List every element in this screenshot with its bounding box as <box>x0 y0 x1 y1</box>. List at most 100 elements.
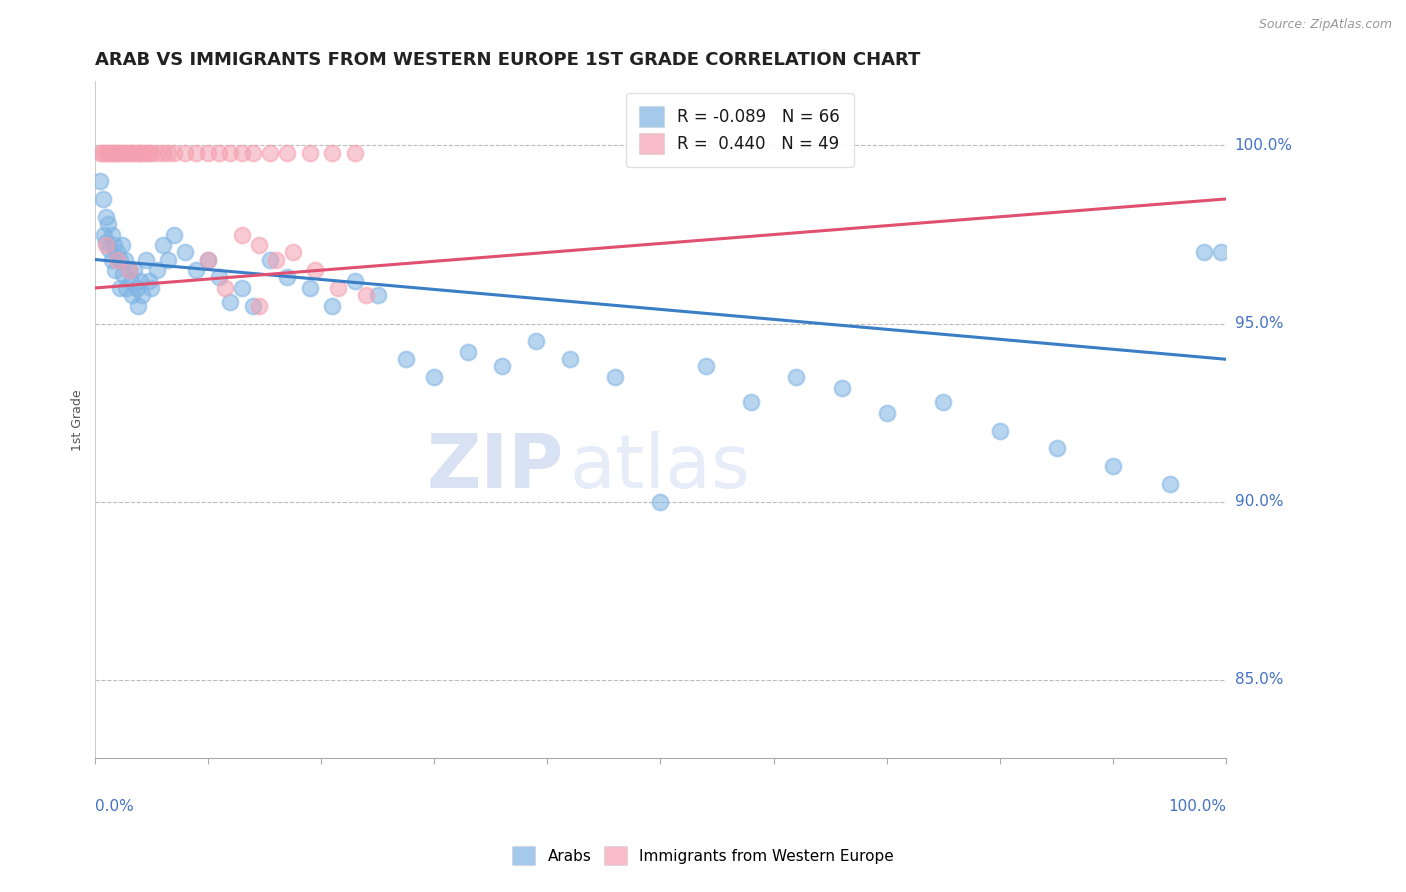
Point <box>298 281 321 295</box>
Point <box>97 145 120 160</box>
Point <box>1102 459 1125 474</box>
Point <box>174 245 197 260</box>
Point <box>117 263 139 277</box>
Point <box>146 145 169 160</box>
Text: 0.0%: 0.0% <box>94 799 134 814</box>
Point <box>605 370 627 384</box>
Point <box>457 345 479 359</box>
Point <box>259 145 281 160</box>
Point <box>125 281 148 295</box>
Point <box>94 145 117 160</box>
Point <box>129 274 152 288</box>
Point <box>214 281 236 295</box>
Point <box>491 359 513 374</box>
Point <box>304 263 326 277</box>
Y-axis label: 1st Grade: 1st Grade <box>72 389 84 450</box>
Point <box>367 288 389 302</box>
Point <box>247 299 270 313</box>
Point <box>231 227 253 242</box>
Point <box>111 238 134 252</box>
Point <box>117 145 139 160</box>
Point <box>97 217 120 231</box>
Point <box>94 235 117 249</box>
Text: 90.0%: 90.0% <box>1234 494 1284 509</box>
Point <box>785 370 807 384</box>
Point <box>138 274 160 288</box>
Point <box>98 242 121 256</box>
Point <box>163 227 186 242</box>
Legend: R = -0.089   N = 66, R =  0.440   N = 49: R = -0.089 N = 66, R = 0.440 N = 49 <box>626 93 853 167</box>
Text: ARAB VS IMMIGRANTS FROM WESTERN EUROPE 1ST GRADE CORRELATION CHART: ARAB VS IMMIGRANTS FROM WESTERN EUROPE 1… <box>94 51 920 69</box>
Point <box>231 281 253 295</box>
Point <box>321 145 343 160</box>
Point <box>695 359 717 374</box>
Point <box>146 263 169 277</box>
Point <box>208 145 231 160</box>
Point <box>94 238 117 252</box>
Point <box>135 252 157 267</box>
Point <box>1159 477 1181 491</box>
Point <box>276 145 298 160</box>
Point <box>105 145 128 160</box>
Point <box>104 263 127 277</box>
Point <box>1192 245 1215 260</box>
Point <box>91 192 114 206</box>
Point <box>321 299 343 313</box>
Point <box>242 299 264 313</box>
Point <box>131 145 153 160</box>
Point <box>89 145 111 160</box>
Point <box>247 238 270 252</box>
Point <box>100 145 122 160</box>
Point <box>127 145 149 160</box>
Point <box>231 145 253 160</box>
Point <box>298 145 321 160</box>
Point <box>105 245 128 260</box>
Point <box>93 227 115 242</box>
Point <box>264 252 287 267</box>
Point <box>219 145 242 160</box>
Point <box>208 270 231 285</box>
Point <box>115 281 138 295</box>
Point <box>100 227 122 242</box>
Point <box>120 274 142 288</box>
Point <box>186 145 208 160</box>
Point <box>89 174 111 188</box>
Text: 100.0%: 100.0% <box>1168 799 1226 814</box>
Point <box>281 245 304 260</box>
Text: ZIP: ZIP <box>427 431 564 504</box>
Point <box>174 145 197 160</box>
Point <box>157 145 180 160</box>
Point <box>876 406 898 420</box>
Point <box>163 145 186 160</box>
Point <box>100 252 122 267</box>
Point <box>197 252 219 267</box>
Point <box>103 238 125 252</box>
Point <box>120 145 142 160</box>
Point <box>105 252 128 267</box>
Text: 95.0%: 95.0% <box>1234 316 1284 331</box>
Point <box>343 274 366 288</box>
Point <box>108 252 131 267</box>
Point <box>558 352 581 367</box>
Point <box>326 281 349 295</box>
Point <box>141 145 163 160</box>
Point <box>197 252 219 267</box>
Point <box>104 145 127 160</box>
Point <box>135 145 157 160</box>
Point <box>141 281 163 295</box>
Point <box>138 145 160 160</box>
Point <box>259 252 281 267</box>
Point <box>117 263 139 277</box>
Point <box>131 288 153 302</box>
Point <box>343 145 366 160</box>
Text: 85.0%: 85.0% <box>1234 673 1282 688</box>
Point <box>91 145 114 160</box>
Point <box>242 145 264 160</box>
Text: atlas: atlas <box>569 431 751 504</box>
Point <box>740 395 762 409</box>
Point <box>108 145 131 160</box>
Point <box>1045 442 1067 456</box>
Point <box>650 495 672 509</box>
Point <box>186 263 208 277</box>
Legend: Arabs, Immigrants from Western Europe: Arabs, Immigrants from Western Europe <box>506 840 900 871</box>
